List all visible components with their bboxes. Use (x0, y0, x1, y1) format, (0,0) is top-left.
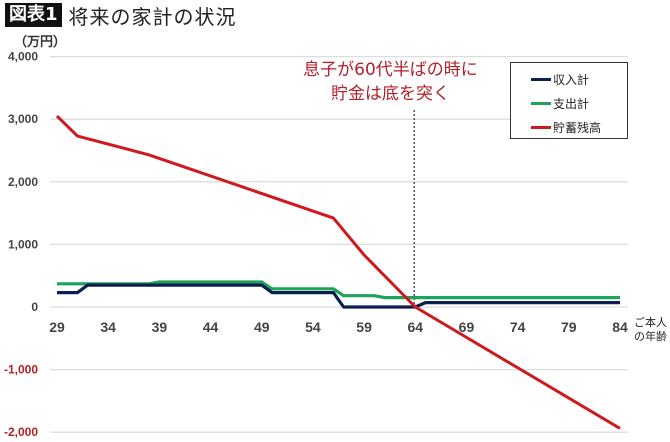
y-axis-unit: （万円） (14, 35, 67, 50)
chart-legend: 収入計 支出計 貯蓄残高 (510, 62, 628, 139)
x-tick-label: 54 (305, 319, 321, 335)
x-tick-label: 79 (561, 319, 577, 335)
x-axis-ticks: 29 34 39 44 49 54 59 64 69 74 79 84 (49, 319, 628, 335)
x-tick-label: 74 (510, 319, 526, 335)
legend-item-income: 収入計 (531, 71, 589, 88)
income-line (57, 283, 620, 309)
legend-swatch-expense (531, 102, 551, 105)
annotation-text: 息子が60代半ばの時に 貯金は底を突く (303, 60, 478, 104)
y-axis-ticks: 4,000 3,000 2,000 1,000 0 -1,000 -2,000 (4, 50, 38, 440)
y-tick-label: 4,000 (8, 50, 38, 64)
x-tick-label: 59 (356, 319, 372, 335)
x-tick-label: 34 (100, 319, 116, 335)
y-tick-label: -1,000 (4, 363, 38, 377)
y-tick-label: 3,000 (8, 112, 38, 126)
legend-item-expense: 支出計 (531, 95, 589, 112)
x-tick-label: 29 (49, 319, 65, 335)
x-tick-label: 69 (459, 319, 475, 335)
x-tick-label: 39 (152, 319, 168, 335)
y-tick-label: 0 (31, 300, 38, 314)
y-tick-label: 1,000 (8, 237, 38, 251)
legend-swatch-income (531, 78, 551, 81)
y-tick-label: 2,000 (8, 175, 38, 189)
y-tick-label: -2,000 (4, 425, 38, 439)
figure-badge: 図表1 (5, 3, 62, 27)
x-tick-label: 84 (612, 319, 628, 335)
expense-line (57, 280, 620, 300)
legend-item-savings: 貯蓄残高 (531, 119, 601, 136)
chart-series (55, 115, 621, 430)
savings-line (55, 115, 621, 430)
x-tick-label: 44 (203, 319, 219, 335)
chart-title-row: 図表1 将来の家計の状況 (5, 2, 237, 29)
x-axis-label: ご本人 の年齢 (634, 316, 667, 343)
chart-title: 将来の家計の状況 (68, 4, 237, 29)
x-tick-label: 64 (407, 319, 423, 335)
legend-swatch-savings (531, 126, 551, 129)
x-tick-label: 49 (254, 319, 270, 335)
